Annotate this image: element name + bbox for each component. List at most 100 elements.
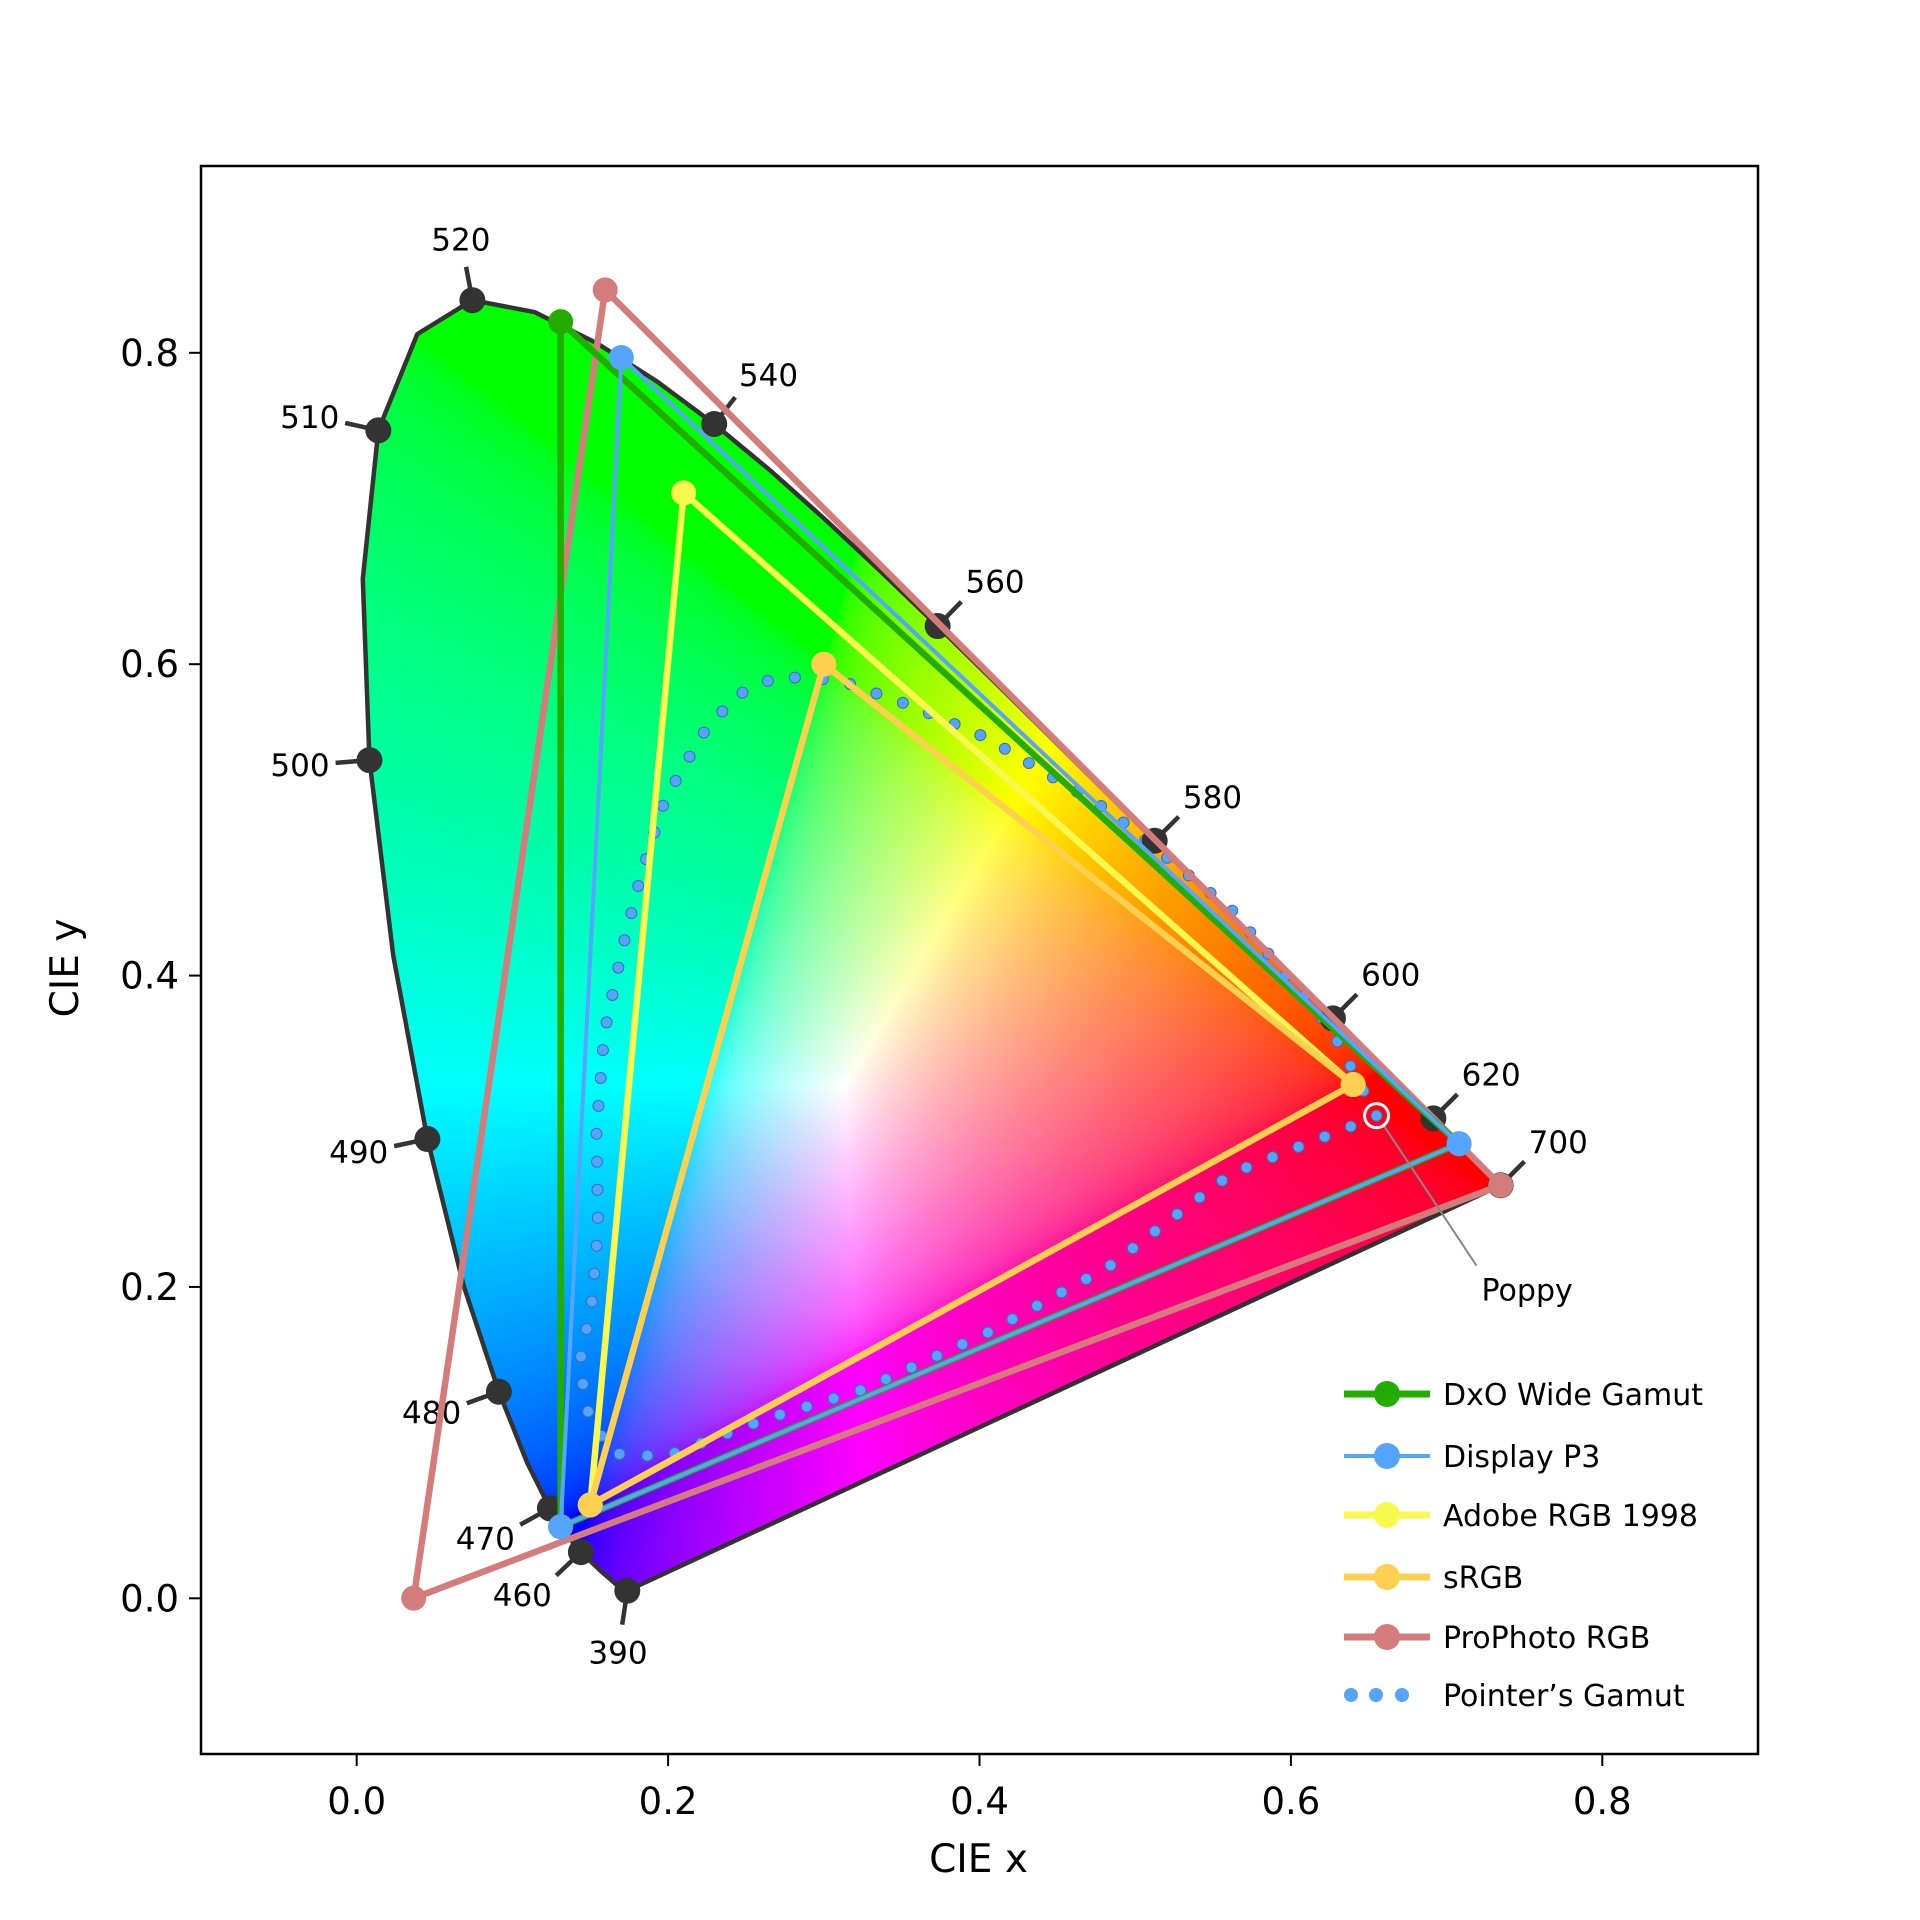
spectral-locus-fill: [201, 166, 1758, 1754]
legend-label: sRGB: [1443, 1561, 1523, 1596]
legend-label: Display P3: [1443, 1440, 1600, 1475]
wavelength-label: 700: [1529, 1125, 1588, 1161]
pointers-gamut-dot: [594, 1071, 607, 1084]
pointers-gamut-dot: [1344, 1120, 1357, 1133]
pointers-gamut-dot: [761, 674, 774, 687]
legend-label: DxO Wide Gamut: [1443, 1378, 1703, 1413]
pointers-gamut-dot: [870, 687, 883, 700]
poppy-point-marker: [1363, 1102, 1391, 1130]
wavelength-label: 580: [1183, 780, 1242, 816]
y-tick-label: 0.6: [120, 643, 179, 686]
pointers-gamut-dot: [716, 705, 729, 718]
x-axis-label: CIE x: [929, 1837, 1028, 1882]
legend-item: DxO Wide Gamut: [1344, 1378, 1703, 1413]
wavelength-marker: [459, 287, 486, 314]
x-tick-label: 0.2: [639, 1780, 698, 1823]
pointers-gamut-dot: [596, 1044, 609, 1057]
display-p3-primary-marker: [608, 344, 634, 370]
y-tick-label: 0.8: [120, 332, 179, 375]
pointers-gamut-dot: [1370, 1109, 1383, 1122]
wavelength-label: 470: [456, 1521, 515, 1557]
y-axis-label: CIE y: [43, 919, 88, 1018]
pointers-gamut-dot: [1126, 1242, 1139, 1255]
pointers-gamut-dot: [905, 1361, 918, 1374]
dxo-wide-gamut-primary-marker: [548, 309, 574, 335]
pointers-gamut-dot: [697, 726, 710, 739]
wavelength-label: 490: [329, 1135, 388, 1171]
pointers-gamut-dot: [1344, 1060, 1357, 1073]
pointers-gamut-dot: [657, 799, 670, 812]
wavelength-label: 510: [280, 400, 339, 436]
pointers-gamut-dot: [736, 686, 749, 699]
pointers-gamut-dot: [591, 1183, 604, 1196]
legend-label: Pointer’s Gamut: [1443, 1679, 1685, 1714]
pointers-gamut-dot: [575, 1350, 588, 1363]
pointers-gamut-dot: [585, 1295, 598, 1308]
pointers-gamut-dot: [1240, 1161, 1253, 1174]
pointers-gamut-dot: [1080, 1272, 1093, 1285]
wavelength-label: 390: [588, 1636, 647, 1672]
prophoto-rgb-gamut-outline: [410, 286, 1504, 1602]
pointers-gamut-dot: [590, 1127, 603, 1140]
pointers-gamut-dot: [1022, 757, 1035, 770]
pointers-gamut-dot: [1318, 1130, 1331, 1143]
wavelength-marker: [356, 747, 383, 774]
legend-marker: [1374, 1443, 1400, 1469]
pointers-gamut-dot: [1216, 1174, 1229, 1187]
legend-marker: [1374, 1381, 1400, 1407]
wavelength-label: 620: [1462, 1057, 1521, 1093]
pointers-gamut-dot: [613, 1447, 626, 1460]
srgb-primary-marker: [811, 651, 837, 677]
legend-item: ProPhoto RGB: [1344, 1621, 1650, 1656]
pointers-gamut-dot: [606, 988, 619, 1001]
wavelength-label: 500: [270, 748, 329, 784]
pointers-gamut-dot: [576, 1377, 589, 1390]
wavelength-label: 560: [965, 565, 1024, 601]
x-tick-label: 0.4: [950, 1780, 1009, 1823]
annotation-leader-line: [1381, 1123, 1478, 1267]
legend-item: Pointer’s Gamut: [1344, 1679, 1685, 1714]
pointers-gamut-dot: [1104, 1259, 1117, 1272]
pointers-gamut-dot: [582, 1405, 595, 1418]
x-tick-label: 0.8: [1573, 1780, 1632, 1823]
pointers-gamut-dot: [981, 1326, 994, 1339]
legend-item: Adobe RGB 1998: [1344, 1499, 1698, 1534]
legend-marker: [1374, 1624, 1400, 1650]
pointers-gamut-dot: [896, 696, 909, 709]
wavelength-label: 540: [739, 358, 798, 394]
wavelength-marker: [536, 1495, 563, 1522]
legend-item: Display P3: [1344, 1440, 1600, 1475]
prophoto-rgb-primary-marker: [1488, 1172, 1514, 1198]
y-tick-label: 0.0: [120, 1577, 179, 1620]
wavelength-marker: [614, 1577, 641, 1604]
pointers-gamut-dot: [590, 1155, 603, 1168]
wavelength-marker: [701, 410, 728, 437]
pointers-gamut-dot: [1030, 1299, 1043, 1312]
wavelength-marker: [365, 417, 392, 444]
wavelength-label: 600: [1361, 957, 1420, 993]
pointers-gamut-dot: [1193, 1191, 1206, 1204]
legend-marker: [1374, 1564, 1400, 1590]
x-tick-label: 0.6: [1261, 1780, 1320, 1823]
adobe-rgb-1998-primary-marker: [671, 480, 697, 506]
pointers-gamut-dot: [590, 1239, 603, 1252]
display-p3-gamut-outline: [558, 355, 1462, 1529]
legend-dot: [1344, 1688, 1358, 1702]
legend-marker: [1374, 1502, 1400, 1528]
pointers-gamut-dot: [591, 1211, 604, 1224]
display-p3-primary-marker: [1446, 1131, 1472, 1157]
legend-item: sRGB: [1344, 1561, 1523, 1596]
y-tick-label: 0.2: [120, 1266, 179, 1309]
legend: DxO Wide Gamut Display P3 Adobe RGB 1998 sR…: [1344, 1378, 1703, 1714]
legend-dot: [1395, 1688, 1409, 1702]
wavelength-marker: [414, 1126, 441, 1153]
x-tick-label: 0.0: [327, 1780, 386, 1823]
pointers-gamut-dot: [625, 907, 638, 920]
pointers-gamut-dot: [1292, 1140, 1305, 1153]
pointers-gamut-dot: [669, 774, 682, 787]
prophoto-rgb-primary-marker: [592, 277, 618, 303]
wavelength-marker: [567, 1539, 594, 1566]
y-tick-label: 0.4: [120, 955, 179, 998]
pointers-gamut-dot: [974, 729, 987, 742]
